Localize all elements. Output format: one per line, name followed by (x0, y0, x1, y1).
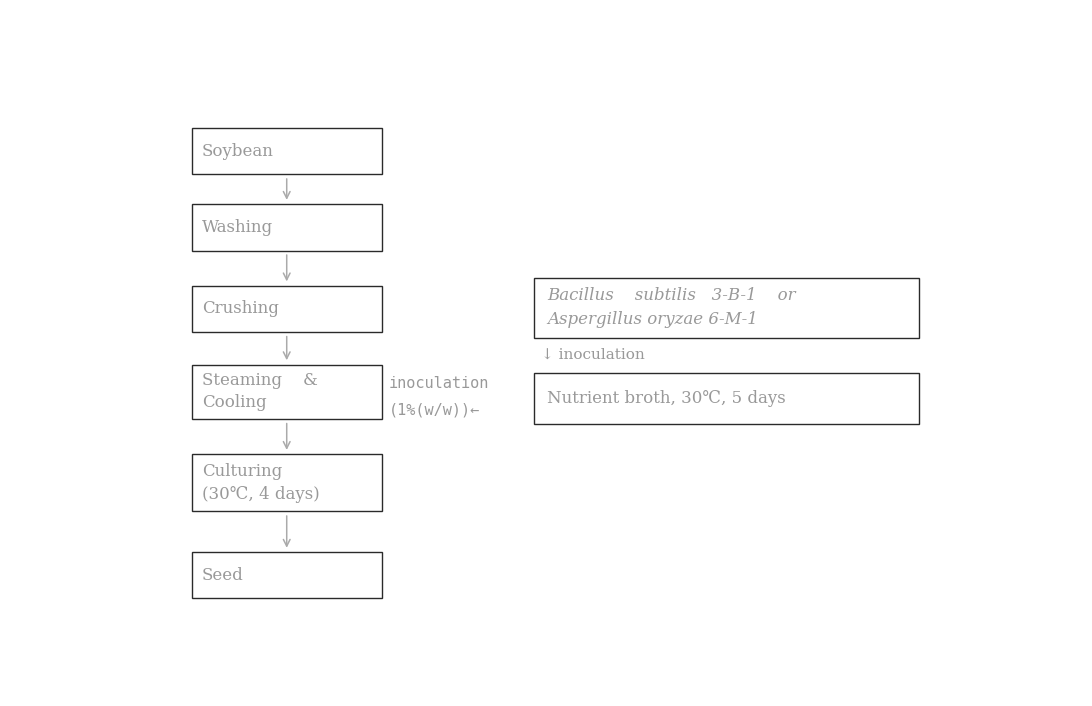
FancyBboxPatch shape (191, 552, 382, 599)
Text: (1%(w/w))←: (1%(w/w))← (389, 402, 480, 417)
FancyBboxPatch shape (191, 128, 382, 174)
Text: Steaming    &
Cooling: Steaming & Cooling (202, 372, 318, 412)
FancyBboxPatch shape (191, 286, 382, 332)
Text: inoculation: inoculation (389, 376, 489, 391)
Text: Crushing: Crushing (202, 301, 278, 318)
FancyBboxPatch shape (534, 277, 919, 337)
Text: Soybean: Soybean (202, 143, 273, 160)
FancyBboxPatch shape (191, 204, 382, 251)
FancyBboxPatch shape (191, 455, 382, 511)
Text: Washing: Washing (202, 219, 273, 236)
Text: Culturing
(30℃, 4 days): Culturing (30℃, 4 days) (202, 463, 320, 503)
Text: Bacillus    subtilis   3-B-1    or
Aspergillus oryzae 6-M-1: Bacillus subtilis 3-B-1 or Aspergillus o… (547, 287, 796, 328)
Text: Seed: Seed (202, 567, 244, 584)
Text: Nutrient broth, 30℃, 5 days: Nutrient broth, 30℃, 5 days (547, 390, 786, 407)
FancyBboxPatch shape (534, 373, 919, 424)
Text: ↓ inoculation: ↓ inoculation (541, 347, 644, 361)
FancyBboxPatch shape (191, 365, 382, 419)
